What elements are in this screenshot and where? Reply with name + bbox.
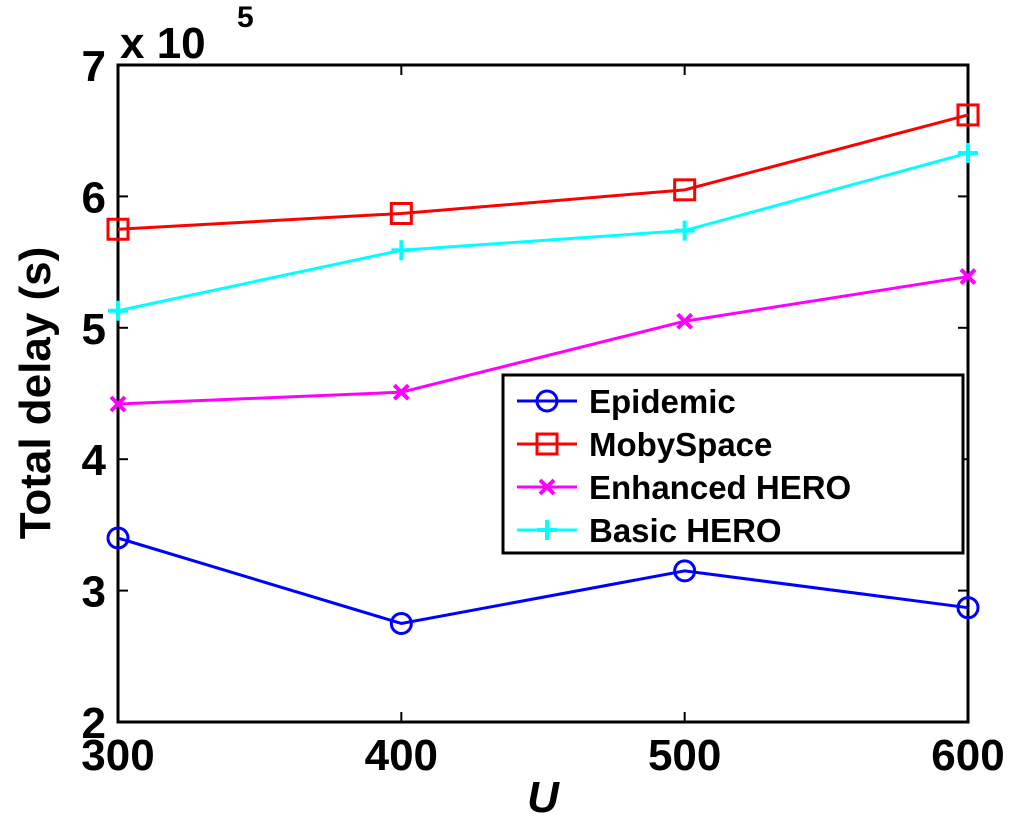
legend-label-basic-hero: Basic HERO [589,512,782,549]
y-multiplier-label: x 10 [120,19,206,68]
y-axis: 2 3 4 5 6 7 [82,42,968,748]
y-tick-label: 6 [82,173,106,222]
data-point-epidemic [956,596,980,620]
data-point-enhanced-hero [109,395,127,413]
x-tick-label: 400 [365,731,438,780]
data-point-mobyspace [106,217,130,241]
data-point-mobyspace [956,103,980,127]
data-point-enhanced-hero [676,312,694,330]
y-multiplier-exponent: 5 [237,1,254,34]
legend-marker-mobyspace [535,432,559,456]
y-tick-label: 4 [82,436,107,485]
y-tick-label: 3 [82,568,106,617]
series-line-enhanced-hero [117,275,969,406]
series-line-epidemic [117,536,969,625]
legend-marker-enhanced-hero [538,478,556,496]
y-tick-label: 2 [82,699,106,748]
data-point-epidemic [106,526,130,550]
data-point-mobyspace [673,178,697,202]
x-tick-label: 500 [648,731,721,780]
data-point-epidemic [673,559,697,583]
legend-label-epidemic: Epidemic [589,383,736,420]
legend-label-enhanced-hero: Enhanced HERO [589,469,851,506]
data-point-mobyspace [389,201,413,225]
x-tick-label: 300 [81,731,154,780]
data-point-basic-hero [108,300,128,321]
data-point-basic-hero [674,220,695,241]
legend-label-mobyspace: MobySpace [589,426,772,463]
series-enhanced-hero [109,268,977,413]
x-tick-label: 600 [931,731,1004,780]
data-point-basic-hero [958,143,978,164]
series-line-basic-hero [117,151,969,313]
legend-marker-basic-hero [537,520,557,540]
data-point-epidemic [389,611,413,635]
legend-marker-epidemic [535,389,559,413]
plot-frame [116,63,970,724]
series-epidemic [106,526,980,635]
data-point-enhanced-hero [392,383,410,401]
legend-box [501,373,965,555]
legend: Epidemic MobySpace Enhanced HERO Basic HERO [501,373,965,555]
data-point-enhanced-hero [959,268,977,285]
series-line-mobyspace [117,113,969,231]
series-mobyspace [106,103,980,241]
y-axis-title: Total delay (s) [11,247,60,540]
data-point-basic-hero [391,240,412,261]
y-tick-label: 7 [82,42,106,91]
x-axis: 300 400 500 600 [81,65,1005,780]
y-tick-label: 5 [82,305,106,354]
series-basic-hero [108,143,978,321]
series-layer [106,103,980,635]
x-axis-title: U [527,773,560,820]
